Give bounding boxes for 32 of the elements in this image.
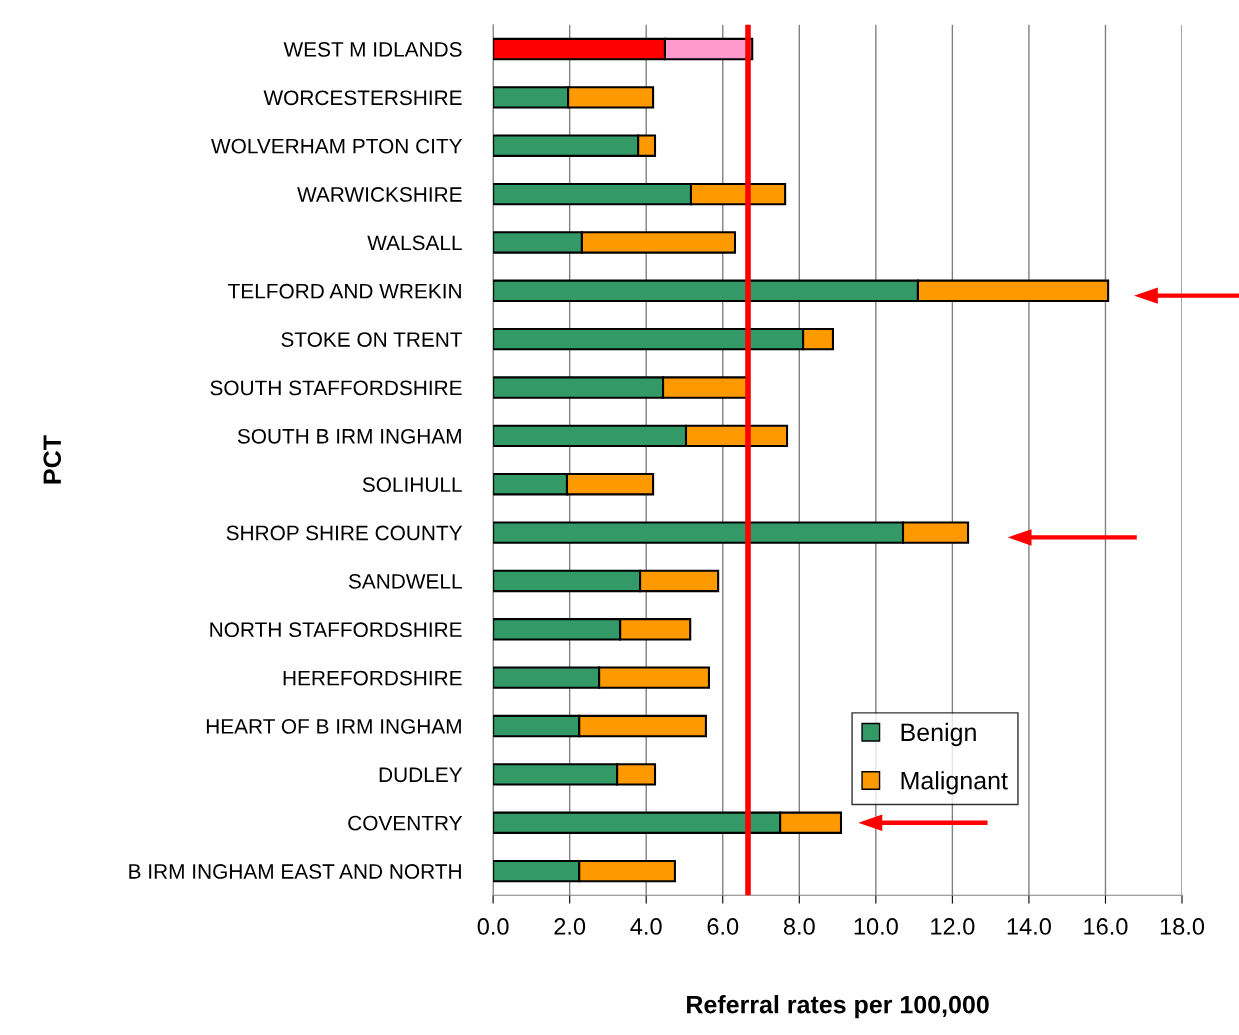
x-axis-title: Referral rates per 100,000 xyxy=(687,995,989,1019)
y-tick-label: DUDLEY xyxy=(379,767,463,783)
y-tick-label: SHROP SHIRE COUNTY xyxy=(226,525,463,541)
y-tick-label: HEART OF B IRM INGHAM xyxy=(206,719,461,734)
y-tick-label: HEREFORDSHIRE xyxy=(283,670,462,686)
y-tick-label: SANDWELL xyxy=(348,573,462,589)
x-tick-label: 16.0 xyxy=(1084,918,1128,935)
y-tick-label: TELFORD AND WREKIN xyxy=(228,283,461,299)
y-axis-title: PCT xyxy=(43,435,62,484)
y-tick-label: WALSALL xyxy=(367,235,462,251)
y-tick-label: WORCESTERSHIRE xyxy=(263,90,462,106)
y-tick-label: WARWICKSHIRE xyxy=(297,187,462,202)
y-tick-label: SOUTH STAFFORDSHIRE xyxy=(210,380,462,396)
x-tick-label: 2.0 xyxy=(554,918,586,935)
x-tick-label: 8.0 xyxy=(783,918,815,935)
x-tick-label: 0.0 xyxy=(477,918,509,935)
legend-label: Malignant xyxy=(901,771,1008,795)
x-tick-label: 14.0 xyxy=(1007,918,1051,935)
y-tick-label: STOKE ON TRENT xyxy=(281,332,463,347)
x-tick-label: 18.0 xyxy=(1160,918,1205,935)
y-tick-label: NORTH STAFFORDSHIRE xyxy=(210,622,462,638)
x-tick-label: 12.0 xyxy=(931,918,975,935)
legend-label: Benign xyxy=(901,722,976,747)
y-tick-label: WOLVERHAM PTON CITY xyxy=(211,138,463,154)
x-tick-label: 6.0 xyxy=(707,918,739,935)
y-tick-label: SOUTH B IRM INGHAM xyxy=(237,428,461,444)
x-tick-label: 4.0 xyxy=(630,918,662,935)
x-tick-label: 10.0 xyxy=(854,918,898,935)
y-tick-label: WEST M IDLANDS xyxy=(283,42,462,57)
y-tick-label: COVENTRY xyxy=(348,815,463,831)
y-tick-label: B IRM INGHAM EAST AND NORTH xyxy=(129,864,461,879)
y-tick-label: SOLIHULL xyxy=(362,477,462,492)
